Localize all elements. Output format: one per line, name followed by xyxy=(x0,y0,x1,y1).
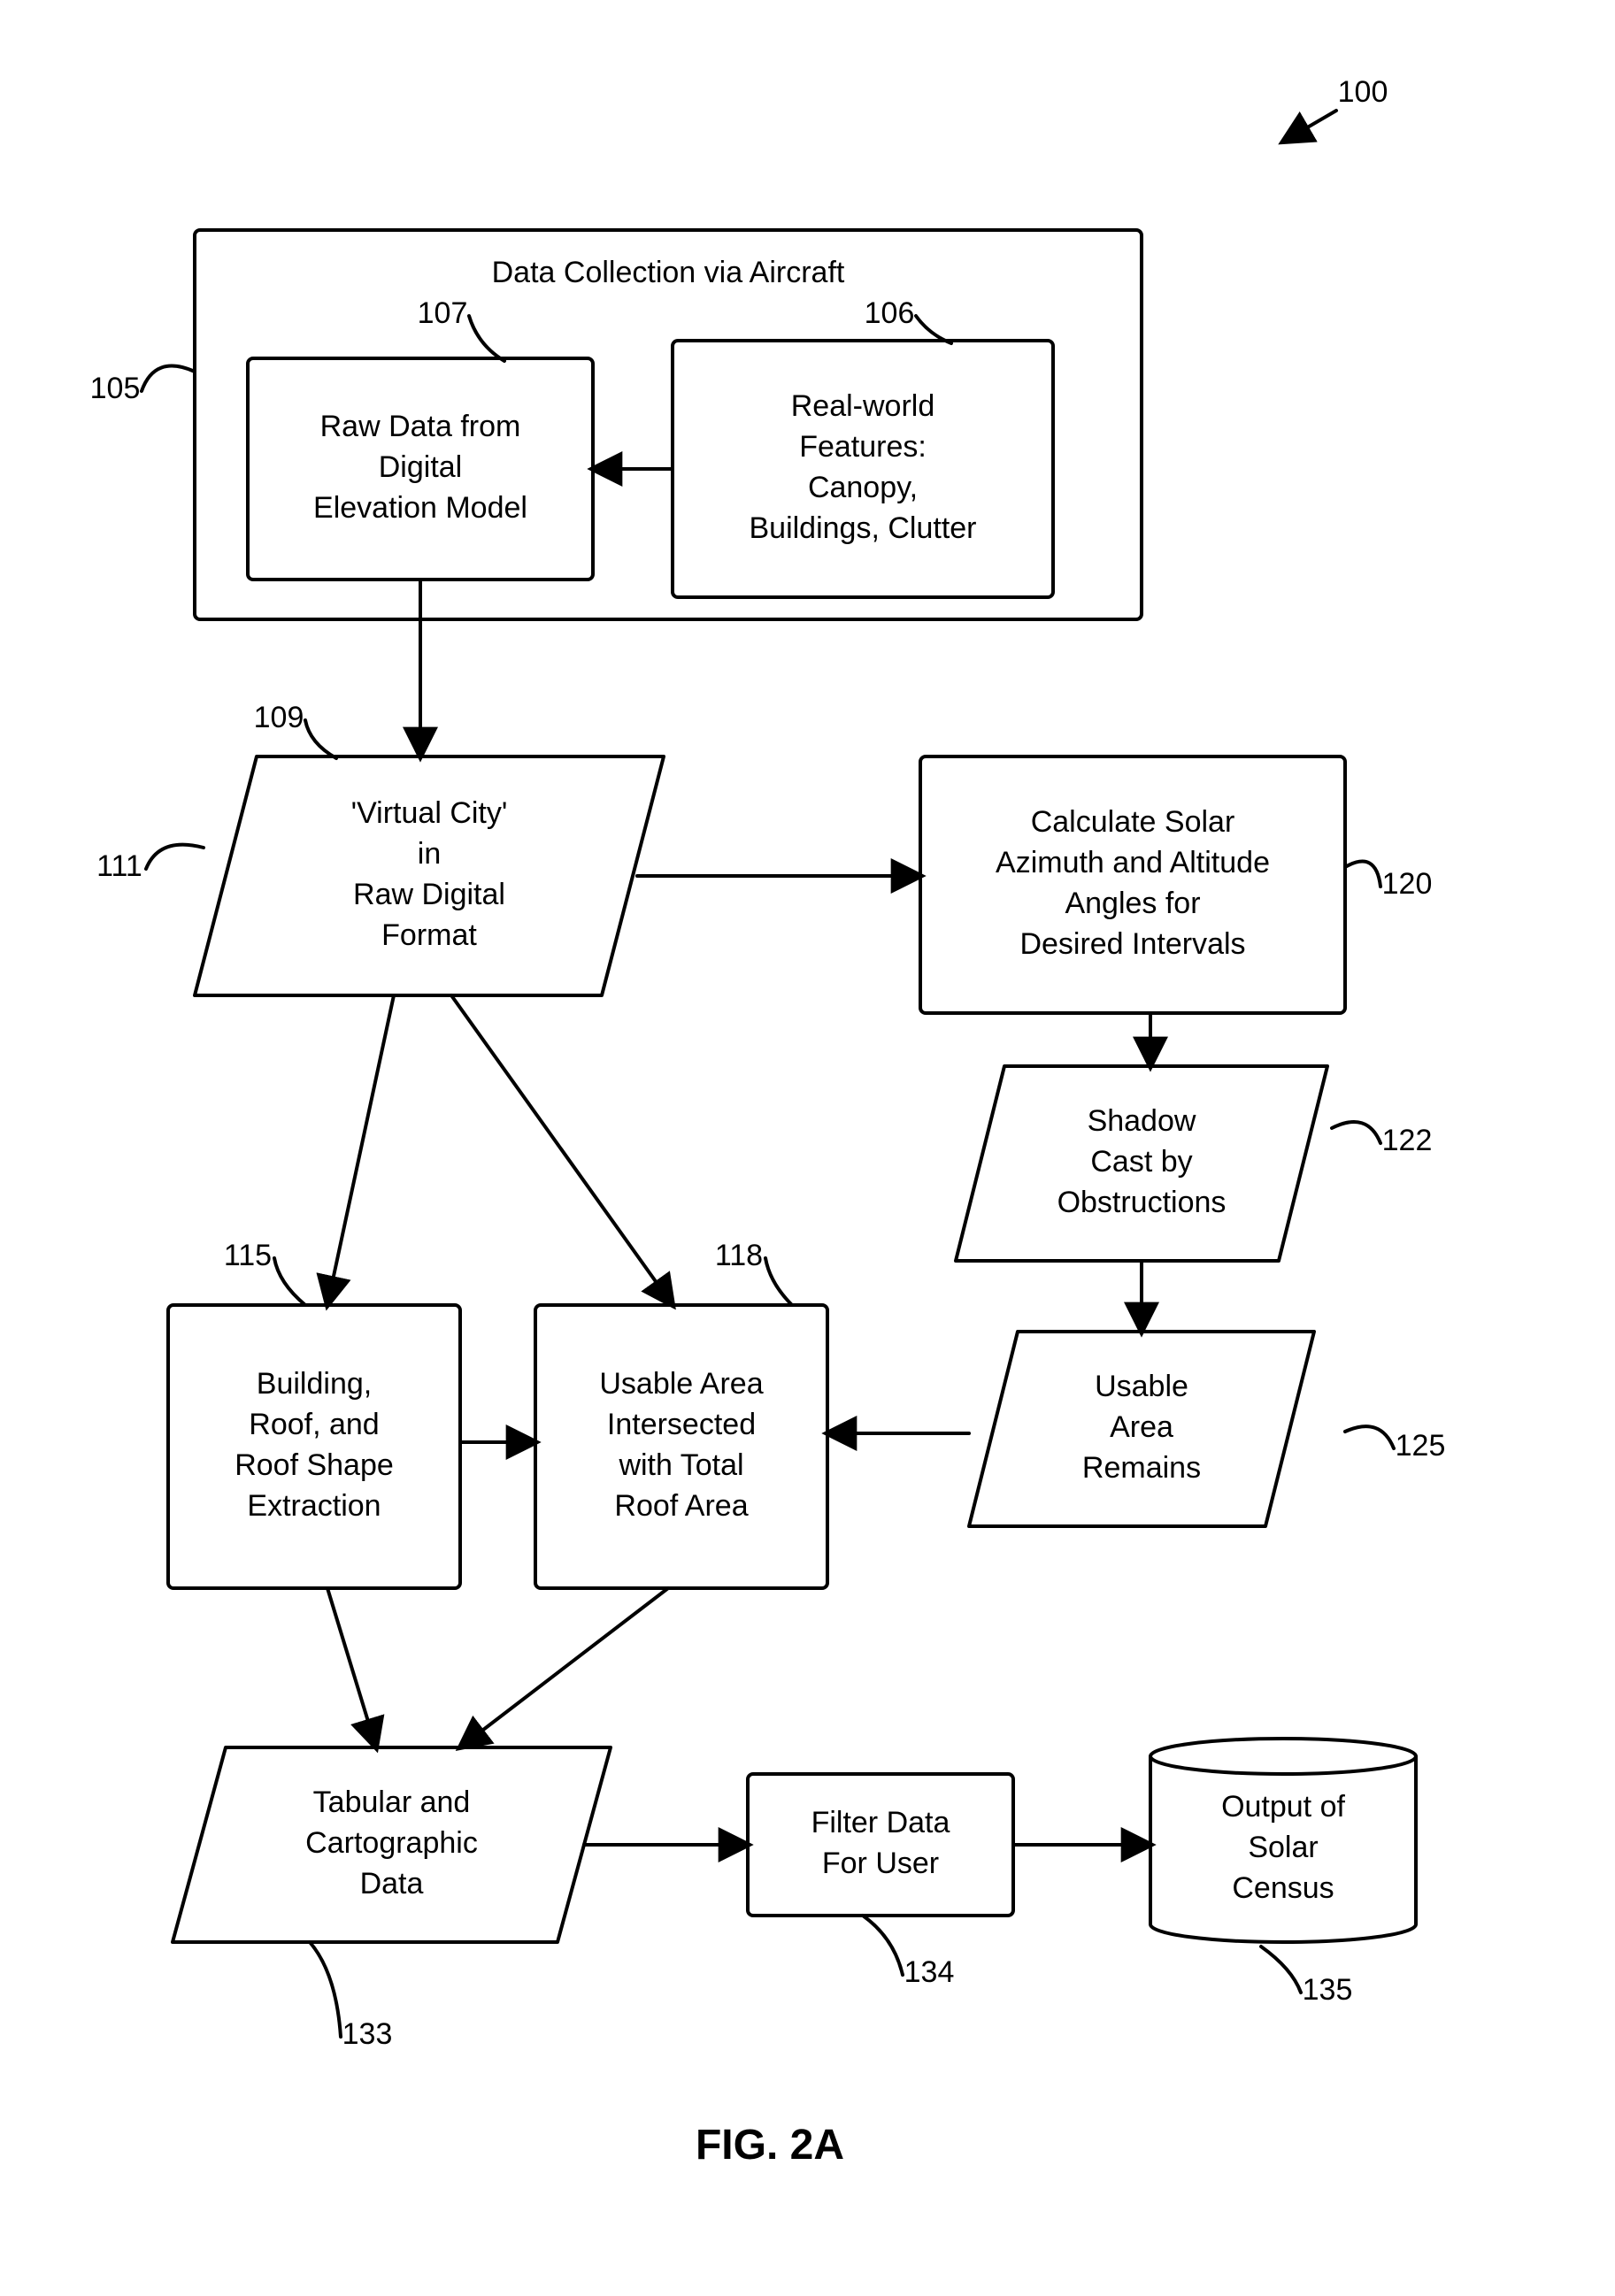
node-n120-text: Calculate Solar xyxy=(1031,805,1235,839)
leader-118 xyxy=(765,1258,792,1305)
ref-label-122: 122 xyxy=(1382,1124,1433,1157)
ref-label-133: 133 xyxy=(342,2017,393,2051)
node-n118-text: Usable Area xyxy=(599,1367,763,1401)
node-n134-text: For User xyxy=(822,1847,939,1880)
node-n125-text: Area xyxy=(1110,1410,1173,1444)
node-n125-text: Usable xyxy=(1095,1370,1188,1403)
node-n107-text: Raw Data from xyxy=(320,410,521,443)
node-n135-text: Output of xyxy=(1221,1790,1345,1824)
leader-115 xyxy=(274,1258,305,1305)
node-n125-text: Remains xyxy=(1082,1451,1201,1485)
node-n135-top xyxy=(1150,1756,1416,1774)
node-n122-text: Obstructions xyxy=(1057,1186,1227,1219)
node-n120 xyxy=(920,756,1345,1013)
node-n120-text: Angles for xyxy=(1065,887,1200,920)
ref-label-106: 106 xyxy=(865,296,915,330)
node-n111 xyxy=(195,756,664,995)
node-n106-text: Canopy, xyxy=(808,471,918,504)
node-n107-text: Digital xyxy=(379,450,462,484)
node-n133-text: Data xyxy=(360,1867,424,1901)
node-n122-text: Shadow xyxy=(1088,1104,1196,1138)
node-n120-text: Desired Intervals xyxy=(1019,927,1245,961)
leader-135 xyxy=(1261,1947,1301,1993)
node-n111-text: in xyxy=(418,837,441,871)
node-n120-text: Azimuth and Altitude xyxy=(996,846,1270,879)
ref-label-120: 120 xyxy=(1382,867,1433,901)
node-n118-text: with Total xyxy=(618,1448,743,1482)
node-n106-text: Buildings, Clutter xyxy=(749,511,976,545)
ref-label-105: 105 xyxy=(90,372,141,405)
node-n111-text: Format xyxy=(381,918,477,952)
edge-n111-n118 xyxy=(451,995,673,1305)
ref-label-100: 100 xyxy=(1338,75,1388,109)
node-n118-text: Roof Area xyxy=(614,1489,748,1523)
node-n111-text: 'Virtual City' xyxy=(351,796,508,830)
node-n115-text: Building, xyxy=(257,1367,372,1401)
leader-120 xyxy=(1345,862,1380,887)
node-n133-text: Tabular and xyxy=(313,1785,471,1819)
node-n115-text: Roof Shape xyxy=(235,1448,394,1482)
node-n105-title: Data Collection via Aircraft xyxy=(492,256,845,289)
node-n106 xyxy=(673,341,1053,597)
ref-label-107: 107 xyxy=(418,296,468,330)
ref-label-125: 125 xyxy=(1396,1429,1446,1463)
figure-label: FIG. 2A xyxy=(696,2122,844,2169)
edge-n111-n115 xyxy=(327,995,394,1305)
ref-label-111: 111 xyxy=(96,849,142,883)
leader-133 xyxy=(310,1942,341,2037)
node-n118-text: Intersected xyxy=(607,1408,756,1441)
ref-label-109: 109 xyxy=(254,701,304,734)
ref-label-115: 115 xyxy=(224,1239,272,1272)
node-n135-text: Solar xyxy=(1248,1831,1318,1864)
leader-109 xyxy=(305,720,336,758)
node-n115 xyxy=(168,1305,460,1588)
node-n118 xyxy=(535,1305,827,1588)
leader-125 xyxy=(1345,1426,1394,1448)
leader-134 xyxy=(863,1916,903,1975)
ref-label-134: 134 xyxy=(904,1955,955,1989)
ref-label-118: 118 xyxy=(715,1239,763,1272)
leader-100 xyxy=(1283,111,1336,142)
node-n134 xyxy=(748,1774,1013,1916)
node-n115-text: Roof, and xyxy=(249,1408,379,1441)
node-n135-text: Census xyxy=(1232,1871,1334,1905)
edge-n118-n133 xyxy=(460,1588,668,1747)
node-n122-text: Cast by xyxy=(1090,1145,1192,1179)
node-n107-text: Elevation Model xyxy=(313,491,527,525)
leader-105 xyxy=(142,366,195,391)
leader-107 xyxy=(469,316,504,361)
node-n134-text: Filter Data xyxy=(811,1806,950,1839)
flowchart-diagram: Data Collection via Aircraft Raw Data fro… xyxy=(0,0,1615,2296)
node-n106-text: Features: xyxy=(799,430,927,464)
node-n115-text: Extraction xyxy=(247,1489,381,1523)
leader-122 xyxy=(1332,1122,1380,1143)
edge-n115-n133 xyxy=(327,1588,376,1747)
ref-label-135: 135 xyxy=(1303,1973,1353,2007)
leader-111 xyxy=(146,845,204,869)
node-n106-text: Real-world xyxy=(791,389,935,423)
node-n111-text: Raw Digital xyxy=(353,878,505,911)
node-n133-text: Cartographic xyxy=(305,1826,478,1860)
